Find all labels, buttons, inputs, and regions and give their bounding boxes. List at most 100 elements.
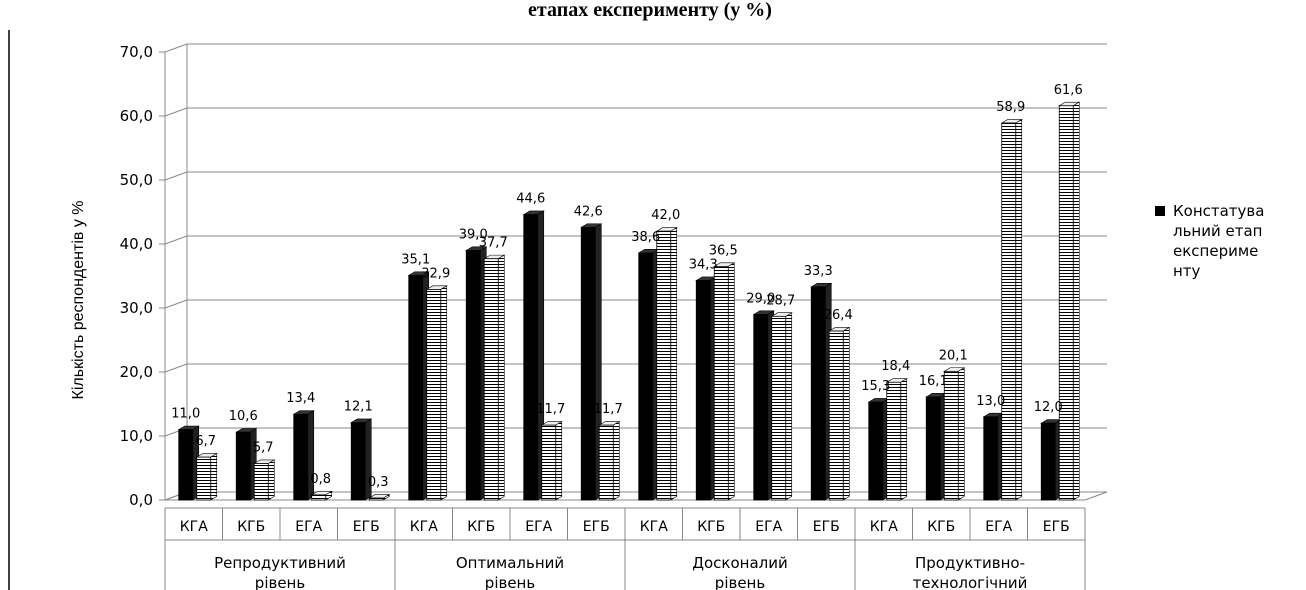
gridline-side [164, 107, 188, 117]
legend-line: Констатува [1173, 202, 1264, 220]
y-tick-label: 50,0 [120, 171, 153, 189]
data-label-series-1: 42,6 [574, 204, 603, 219]
x-tick-label: КГА [180, 519, 208, 535]
bar-series-1-2 [292, 410, 315, 501]
data-label-series-1: 34,3 [689, 257, 718, 272]
bar-series-1-8 [637, 248, 660, 501]
data-label-series-1: 35,1 [401, 252, 430, 267]
bar-series-1-10 [752, 310, 775, 501]
legend-line: льний етап [1173, 222, 1262, 240]
bar-front-face [810, 286, 826, 501]
bar-side-face [267, 459, 275, 501]
x-tick-label: КГА [410, 519, 438, 535]
data-label-series-1: 11,0 [171, 407, 200, 422]
data-label-series-2: 32,9 [421, 266, 450, 281]
bar-series-1-1 [235, 428, 258, 501]
x-tick-label: КГБ [697, 519, 725, 535]
bar-side-face [612, 420, 620, 501]
bar-side-face [842, 326, 850, 501]
data-label-series-2: 6,7 [195, 434, 216, 449]
bar-front-face [656, 230, 672, 501]
bar-series-2-10 [770, 312, 793, 501]
x-tick-label: КГБ [237, 519, 265, 535]
y-tick-label: 10,0 [120, 427, 153, 445]
group-label: рівень [715, 574, 765, 590]
x-tick-label: КГА [640, 519, 668, 535]
bar-series-1-15 [1040, 419, 1063, 501]
data-label-series-1: 15,3 [861, 379, 890, 394]
y-tick-label: 60,0 [120, 107, 153, 125]
bar-front-face [483, 258, 499, 501]
bar-front-face [886, 381, 902, 501]
bar-series-2-13 [943, 367, 966, 501]
bar-series-2-3 [368, 493, 391, 501]
bar-front-face [983, 416, 999, 501]
data-label-series-2: 58,9 [996, 100, 1025, 115]
group-label: рівень [255, 574, 305, 590]
category-axis: КГА КГБ ЕГА ЕГБ Репродуктивний рівень КГА КГБ ЕГ… [164, 507, 1086, 590]
data-label-series-1: 13,0 [976, 394, 1005, 409]
bar-series-1-3 [350, 418, 373, 501]
bar-front-face [311, 494, 327, 501]
bar-front-face [523, 214, 539, 501]
bar-front-face [1040, 422, 1056, 501]
group-label: технологічний [913, 574, 1028, 590]
bar-front-face [235, 431, 251, 501]
bar-series-2-4 [425, 285, 448, 501]
data-label-series-2: 37,7 [479, 236, 508, 251]
y-tick-labels: 0,0 10,0 20,0 30,0 40,0 50,0 60,0 70,0 [120, 43, 153, 509]
bar-side-face [727, 262, 735, 501]
x-tick-label: ЕГБ [353, 519, 380, 535]
bar-series-2-15 [1058, 101, 1081, 501]
bar-side-face [440, 285, 448, 501]
bar-front-face [771, 315, 787, 501]
legend: Констатува льний етап експериме нту [1155, 202, 1264, 280]
data-label-series-2: 20,1 [939, 348, 968, 363]
group-label: Репродуктивний [214, 554, 346, 572]
data-label-series-2: 61,6 [1054, 83, 1083, 98]
bar-front-face [598, 424, 614, 501]
bar-side-face [210, 452, 218, 501]
bar-series-2-7 [598, 420, 621, 501]
bar-front-face [713, 265, 729, 501]
legend-line: експериме [1173, 242, 1258, 260]
data-label-series-2: 5,7 [253, 441, 274, 456]
bar-series-2-1 [253, 459, 276, 501]
bar-series-1-9 [695, 276, 718, 501]
bar-series-1-5 [465, 246, 488, 501]
bar-series-1-7 [580, 223, 603, 501]
bar-side-face [957, 367, 965, 501]
data-label-series-1: 38,6 [631, 230, 660, 245]
bar-front-face [408, 274, 424, 501]
y-tick-label: 40,0 [120, 235, 153, 253]
gridline-side [164, 43, 188, 53]
bar-series-2-5 [483, 254, 506, 501]
bar-series-1-14 [982, 412, 1005, 501]
data-label-series-2: 28,7 [766, 293, 795, 308]
bar-front-face [638, 252, 654, 501]
gridline-side [164, 299, 188, 309]
y-tick-label: 70,0 [120, 43, 153, 61]
bar-front-face [580, 226, 596, 501]
bar-front-face [350, 422, 366, 501]
x-tick-label: КГА [870, 519, 898, 535]
x-tick-label: КГБ [467, 519, 495, 535]
legend-label-series-1: Констатува льний етап експериме нту [1173, 202, 1264, 280]
data-label-series-1: 44,6 [516, 192, 545, 207]
group-label: Оптимальний [456, 554, 564, 572]
bar-front-face [426, 289, 442, 501]
bar-front-face [828, 330, 844, 501]
y-axis-label: Кількість респондентів у % [70, 201, 87, 400]
bar-front-face [253, 463, 269, 501]
bar-series-1-12 [867, 397, 890, 501]
data-label-series-2: 11,7 [594, 402, 623, 417]
data-label-series-2: 0,8 [310, 472, 331, 487]
bars [177, 101, 1081, 501]
bar-series-1-4 [407, 271, 430, 501]
bar-front-face [925, 396, 941, 501]
bar-side-face [555, 420, 563, 501]
bar-front-face [695, 280, 711, 501]
bar-front-face [196, 456, 212, 501]
data-label-series-2: 11,7 [536, 402, 565, 417]
